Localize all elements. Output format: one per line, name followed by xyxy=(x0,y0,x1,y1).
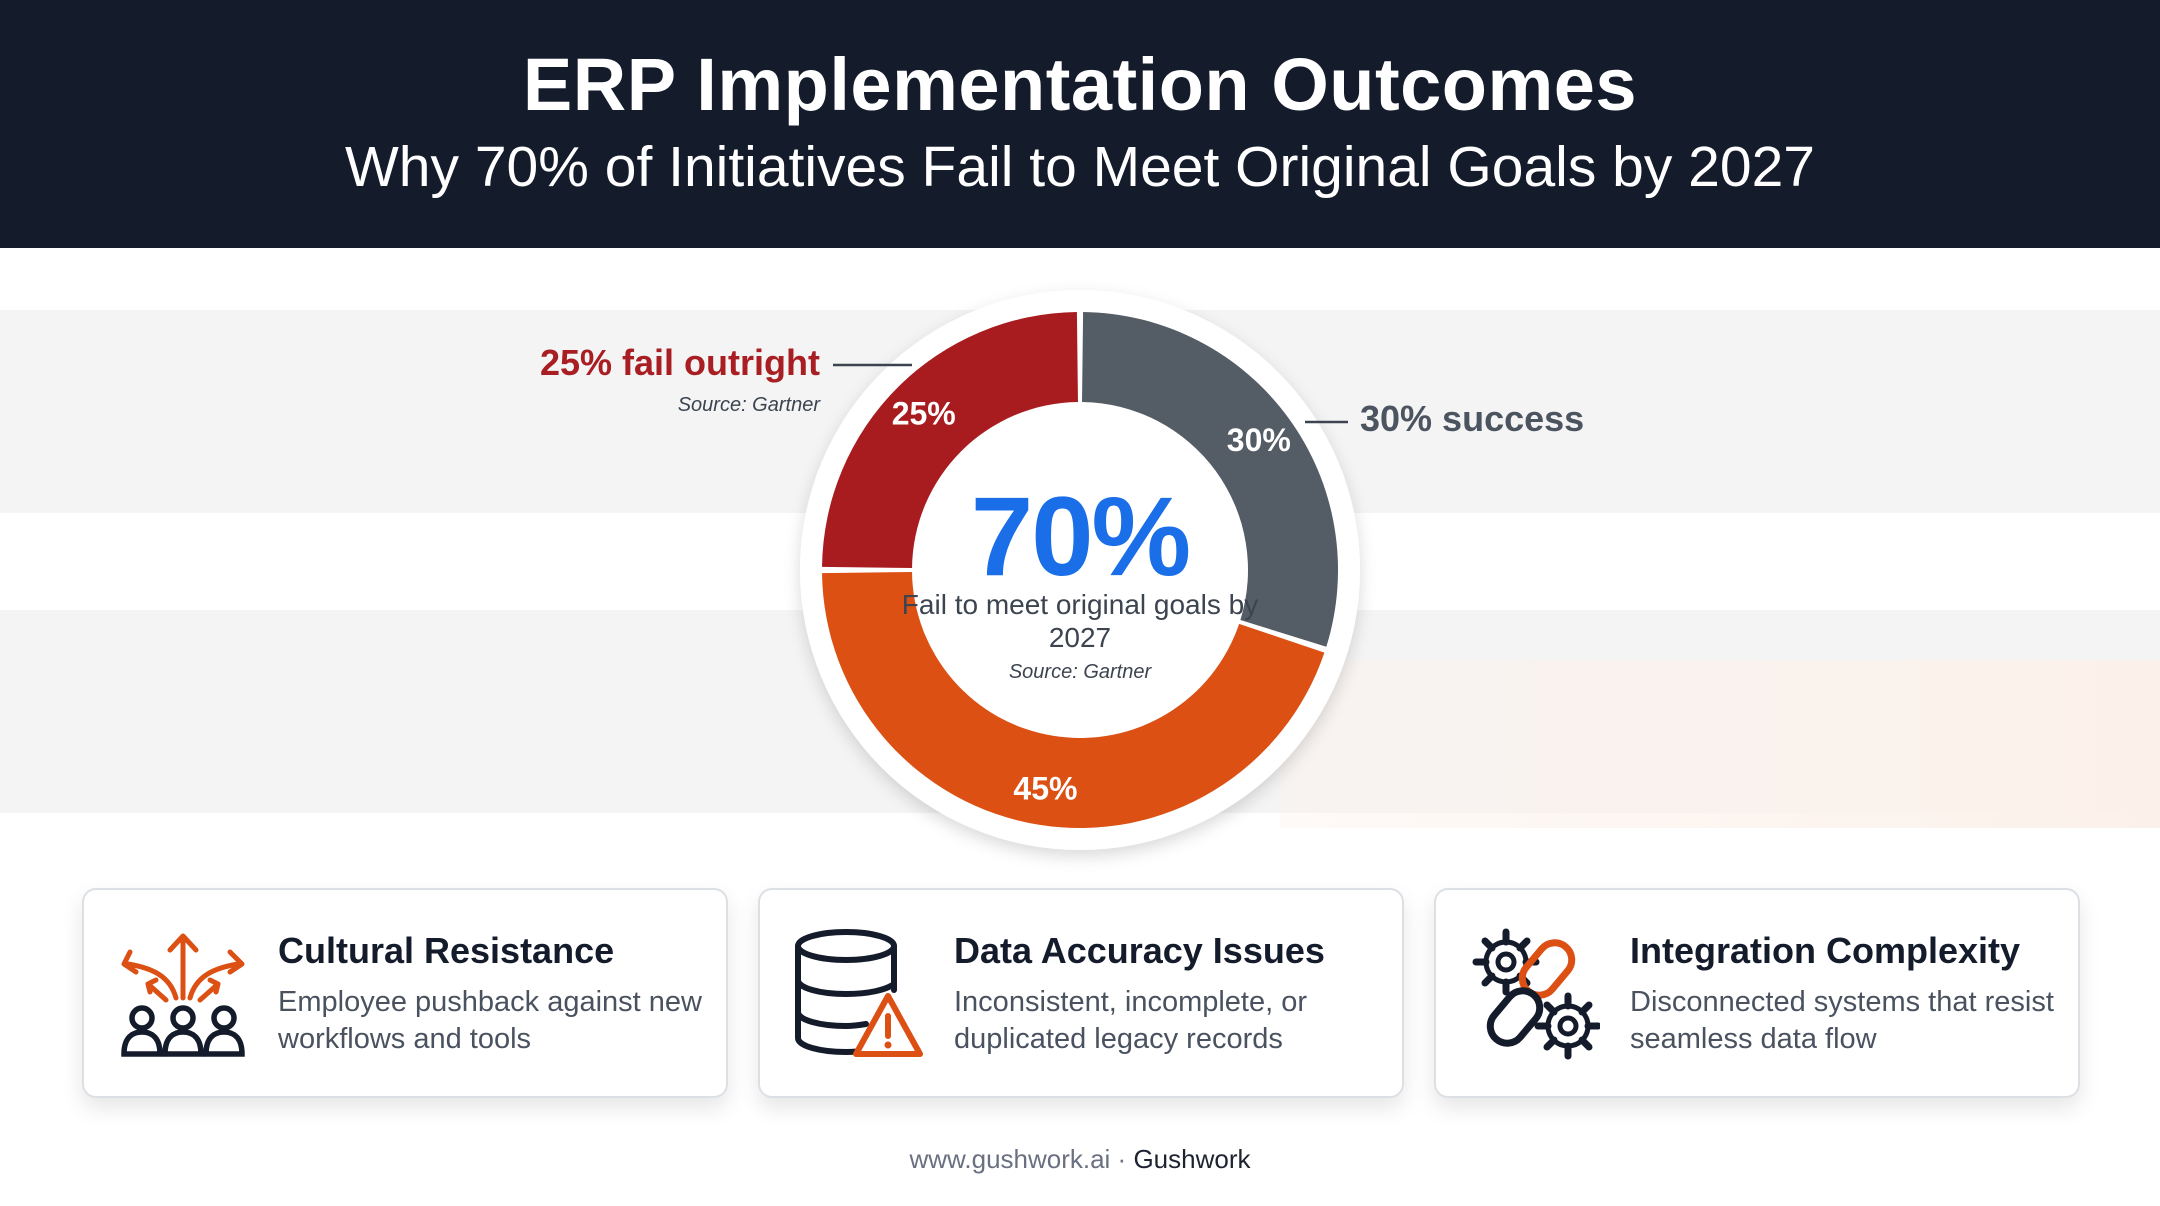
donut-center xyxy=(914,404,1246,736)
callout-fail-source: Source: Gartner xyxy=(677,394,820,416)
people-arrows-icon xyxy=(121,933,245,1057)
header-banner: ERP Implementation Outcomes Why 70% of I… xyxy=(0,0,2160,248)
center-percentage: 70% xyxy=(970,474,1191,599)
page-subtitle: Why 70% of Initiatives Fail to Meet Orig… xyxy=(344,135,1815,199)
footer-url: www.gushwork.ai · xyxy=(909,1144,1134,1174)
footer: www.gushwork.ai · Gushwork xyxy=(0,1144,2160,1175)
footer-brand: Gushwork xyxy=(1133,1144,1251,1174)
slice-label: 30% xyxy=(1227,422,1291,458)
center-source: Source: Gartner xyxy=(1008,661,1152,683)
card-description: Employee pushback against new workflows … xyxy=(278,986,702,1055)
card-integration-complexity: Integration Complexity Disconnected syst… xyxy=(1434,888,2080,1098)
card-cultural-resistance: Cultural Resistance Employee pushback ag… xyxy=(82,888,728,1098)
donut-slice xyxy=(822,572,1325,828)
card-data-accuracy: Data Accuracy Issues Inconsistent, incom… xyxy=(758,888,1404,1098)
callout-fail: 25% fail outright Source: Gartner xyxy=(420,342,820,417)
donut-slice xyxy=(1082,312,1338,647)
card-description: Inconsistent, incomplete, or duplicated … xyxy=(954,986,1308,1055)
center-description: Fail to meet original goals by 2027 xyxy=(901,589,1259,653)
callout-success-label: 30% success xyxy=(1360,398,1585,439)
donut-slice xyxy=(822,312,1078,568)
card-title: Cultural Resistance xyxy=(278,930,615,971)
page-title: ERP Implementation Outcomes xyxy=(522,43,1638,126)
gears-link-icon xyxy=(1472,928,1600,1060)
callout-fail-label: 25% fail outright xyxy=(539,342,820,383)
card-title: Integration Complexity xyxy=(1630,930,2021,971)
donut-chart: 30% 45% 25% xyxy=(800,290,1360,850)
card-description: Disconnected systems that resist seamles… xyxy=(1630,986,2054,1055)
slice-label: 45% xyxy=(1013,770,1077,806)
slice-label: 25% xyxy=(892,396,956,432)
database-warning-icon xyxy=(795,929,923,1057)
card-title: Data Accuracy Issues xyxy=(954,930,1325,971)
background-band-accent xyxy=(1280,660,2160,828)
